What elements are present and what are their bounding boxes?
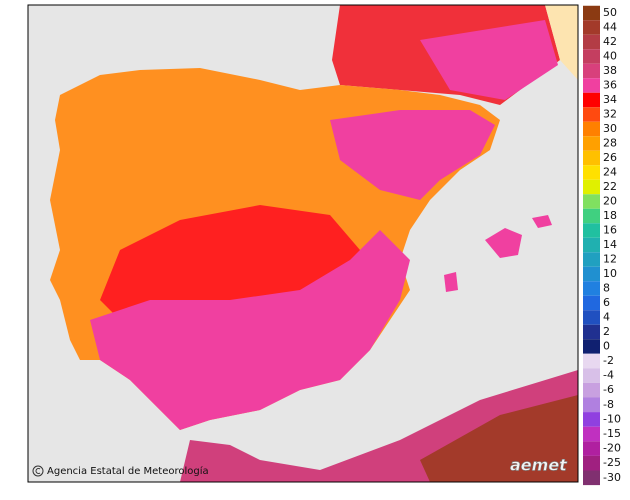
legend-label: -8: [603, 398, 614, 411]
legend-label: 6: [603, 296, 610, 309]
legend-swatch: [583, 20, 600, 35]
legend-label: 32: [603, 108, 617, 121]
copyright-icon-c: [35, 468, 41, 474]
legend-label: -15: [603, 427, 621, 440]
balearic-mallorca: [485, 228, 522, 258]
logo: aemet: [510, 456, 568, 475]
map: [50, 5, 578, 482]
legend-swatch: [583, 426, 600, 442]
legend-label: 28: [603, 137, 617, 150]
legend-swatch: [583, 107, 600, 122]
legend-swatch: [583, 353, 600, 369]
legend-swatch: [583, 397, 600, 413]
legend-swatch: [583, 310, 600, 325]
legend-swatch: [583, 150, 600, 166]
legend-swatch: [583, 237, 600, 253]
hot-south: [90, 230, 410, 430]
legend-label: -4: [603, 369, 614, 382]
legend-label: 10: [603, 267, 617, 280]
legend-swatch: [583, 295, 600, 311]
balearic-menorca: [532, 215, 552, 228]
legend: 5044424038363432302826242220181614121086…: [583, 5, 621, 486]
legend-label: 26: [603, 151, 617, 164]
legend-swatch: [583, 78, 600, 93]
legend-label: -2: [603, 354, 614, 367]
legend-swatch: [583, 412, 600, 427]
credit: Agencia Estatal de Meteorología: [32, 465, 209, 477]
legend-swatch: [583, 368, 600, 383]
legend-swatch: [583, 136, 600, 151]
legend-label: 36: [603, 79, 617, 92]
legend-label: 12: [603, 253, 617, 266]
balearic-ibiza: [444, 272, 458, 292]
credit-text: Agencia Estatal de Meteorología: [47, 465, 209, 477]
legend-label: -25: [603, 456, 621, 469]
legend-label: 4: [603, 311, 610, 324]
legend-swatch: [583, 49, 600, 64]
copyright-icon: [32, 465, 44, 477]
legend-swatch: [583, 208, 600, 224]
legend-swatch: [583, 441, 600, 456]
legend-swatch: [583, 165, 600, 180]
legend-label: -30: [603, 471, 621, 484]
legend-label: 16: [603, 224, 617, 237]
hot-northeast: [330, 110, 495, 200]
france-east: [545, 5, 578, 80]
legend-label: 40: [603, 50, 617, 63]
legend-label: 2: [603, 325, 610, 338]
legend-label: 22: [603, 180, 617, 193]
legend-swatch: [583, 470, 600, 486]
legend-label: 18: [603, 209, 617, 222]
legend-swatch: [583, 92, 600, 108]
legend-swatch: [583, 266, 600, 282]
legend-swatch: [583, 179, 600, 195]
legend-label: 38: [603, 64, 617, 77]
africa-interior: [420, 395, 578, 482]
legend-label: 30: [603, 122, 617, 135]
legend-label: 20: [603, 195, 617, 208]
legend-label: -20: [603, 442, 621, 455]
legend-swatch: [583, 194, 600, 209]
legend-label: 24: [603, 166, 617, 179]
legend-swatch: [583, 281, 600, 296]
legend-swatch: [583, 63, 600, 79]
legend-label: 0: [603, 340, 610, 353]
legend-swatch: [583, 121, 600, 137]
legend-label: 14: [603, 238, 617, 251]
legend-label: 50: [603, 6, 617, 19]
legend-swatch: [583, 455, 600, 471]
legend-label: 44: [603, 21, 617, 34]
legend-swatch: [583, 34, 600, 50]
legend-label: 34: [603, 93, 617, 106]
legend-label: -10: [603, 412, 621, 425]
legend-swatch: [583, 324, 600, 340]
legend-swatch: [583, 5, 600, 21]
map-frame: [27, 4, 579, 483]
legend-swatch: [583, 382, 600, 398]
legend-swatch: [583, 223, 600, 238]
legend-swatch: [583, 252, 600, 267]
legend-label: -6: [603, 383, 614, 396]
legend-swatch: [583, 339, 600, 354]
legend-label: 42: [603, 35, 617, 48]
france-pink: [420, 20, 558, 100]
legend-label: 8: [603, 282, 610, 295]
